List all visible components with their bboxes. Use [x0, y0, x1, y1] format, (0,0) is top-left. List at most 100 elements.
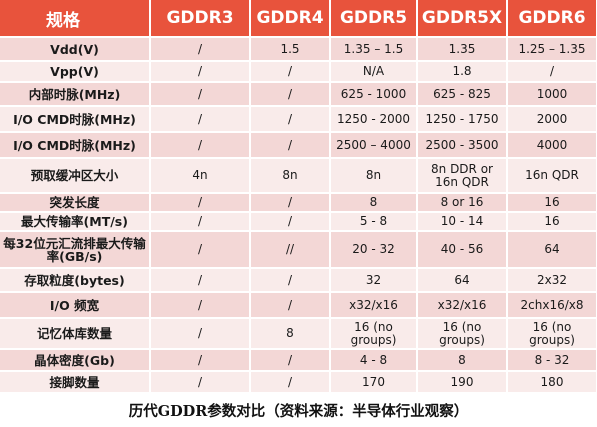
table-cell: /: [150, 36, 251, 61]
table-cell: 16n QDR: [507, 157, 597, 193]
table-row: 突发长度 / / 8 8 or 16 16: [0, 192, 597, 212]
table-cell: /: [150, 267, 251, 292]
table-cell: 64: [417, 267, 508, 292]
table-cell: /: [150, 317, 251, 349]
table-caption: 历代GDDR参数对比（资料来源：半导体行业观察）: [128, 403, 469, 420]
table-cell: x32/x16: [330, 291, 418, 318]
row-label: 记忆体库数量: [0, 317, 151, 349]
header-gddr5x: GDDR5X: [417, 0, 508, 37]
table-cell: 190: [417, 370, 508, 392]
header-gddr3: GDDR3: [150, 0, 251, 37]
row-label: I/O 频宽: [0, 291, 151, 318]
table-cell: 2500 - 3500: [417, 131, 508, 158]
table-cell: /: [150, 131, 251, 158]
table-cell: x32/x16: [417, 291, 508, 318]
table-cell: 8: [330, 192, 418, 212]
table-cell: 1.35 – 1.5: [330, 36, 418, 61]
row-label: I/O CMD时脉(MHz): [0, 105, 151, 132]
table-cell: /: [150, 81, 251, 106]
table-row: 内部时脉(MHz) / / 625 - 1000 625 - 825 1000: [0, 81, 597, 106]
table-cell: 2500 – 4000: [330, 131, 418, 158]
table-cell: 8: [250, 317, 331, 349]
table-cell: 16 (no groups): [507, 317, 597, 349]
gddr-spec-table: 规格 GDDR3 GDDR4 GDDR5 GDDR5X GDDR6 Vdd(V)…: [0, 0, 597, 392]
table-cell: 2chx16/x8: [507, 291, 597, 318]
row-label: 突发长度: [0, 192, 151, 212]
table-cell: 8: [417, 348, 508, 371]
header-spec: 规格: [0, 0, 151, 37]
table-cell: 10 - 14: [417, 211, 508, 231]
table-cell: /: [250, 211, 331, 231]
row-label: Vpp(V): [0, 60, 151, 82]
table-cell: 170: [330, 370, 418, 392]
table-cell: 1250 - 2000: [330, 105, 418, 132]
row-label: 内部时脉(MHz): [0, 81, 151, 106]
table-row: 记忆体库数量 / 8 16 (no groups) 16 (no groups)…: [0, 317, 597, 349]
table-cell: 1000: [507, 81, 597, 106]
row-label: 每32位元汇流排最大传输率(GB/s): [0, 230, 151, 268]
table-cell: 16 (no groups): [330, 317, 418, 349]
table-cell: 16: [507, 192, 597, 212]
table-cell: 16 (no groups): [417, 317, 508, 349]
table-row: 存取粒度(bytes) / / 32 64 2x32: [0, 267, 597, 292]
table-row: 最大传输率(MT/s) / / 5 - 8 10 - 14 16: [0, 211, 597, 231]
table-cell: /: [250, 370, 331, 392]
table-cell: 625 - 1000: [330, 81, 418, 106]
row-label: 存取粒度(bytes): [0, 267, 151, 292]
header-gddr4: GDDR4: [250, 0, 331, 37]
table-cell: 8n DDR or 16n QDR: [417, 157, 508, 193]
table-cell: 32: [330, 267, 418, 292]
table-cell: 5 - 8: [330, 211, 418, 231]
table-cell: /: [250, 131, 331, 158]
table-cell: /: [250, 60, 331, 82]
table-cell: 40 - 56: [417, 230, 508, 268]
table-row: I/O 频宽 / / x32/x16 x32/x16 2chx16/x8: [0, 291, 597, 318]
table-cell: 1250 - 1750: [417, 105, 508, 132]
row-label: Vdd(V): [0, 36, 151, 61]
row-label: 最大传输率(MT/s): [0, 211, 151, 231]
table-cell: /: [250, 81, 331, 106]
row-label: I/O CMD时脉(MHz): [0, 131, 151, 158]
table-row: Vdd(V) / 1.5 1.35 – 1.5 1.35 1.25 – 1.35: [0, 36, 597, 61]
table-cell: 4 - 8: [330, 348, 418, 371]
table-cell: /: [250, 291, 331, 318]
table-row: I/O CMD时脉(MHz) / / 2500 – 4000 2500 - 35…: [0, 131, 597, 158]
table-cell: /: [150, 60, 251, 82]
header-gddr5: GDDR5: [330, 0, 418, 37]
table-cell: 16: [507, 211, 597, 231]
table-cell: 20 - 32: [330, 230, 418, 268]
header-gddr6: GDDR6: [507, 0, 597, 37]
row-label: 接脚数量: [0, 370, 151, 392]
table-cell: /: [150, 105, 251, 132]
table-row: 接脚数量 / / 170 190 180: [0, 370, 597, 392]
table-row: 预取缓冲区大小 4n 8n 8n 8n DDR or 16n QDR 16n Q…: [0, 157, 597, 193]
row-label: 预取缓冲区大小: [0, 157, 151, 193]
table-cell: /: [250, 192, 331, 212]
table-cell: /: [250, 267, 331, 292]
table-cell: 64: [507, 230, 597, 268]
table-cell: 625 - 825: [417, 81, 508, 106]
table-cell: /: [150, 291, 251, 318]
table-cell: 2000: [507, 105, 597, 132]
table-cell: 8 or 16: [417, 192, 508, 212]
table-cell: /: [250, 105, 331, 132]
table-cell: 4000: [507, 131, 597, 158]
table-cell: /: [150, 348, 251, 371]
table-row: 晶体密度(Gb) / / 4 - 8 8 8 - 32: [0, 348, 597, 371]
table-row: 每32位元汇流排最大传输率(GB/s) / // 20 - 32 40 - 56…: [0, 230, 597, 268]
table-cell: 1.8: [417, 60, 508, 82]
table-cell: /: [250, 348, 331, 371]
table-cell: /: [150, 370, 251, 392]
table-cell: /: [150, 192, 251, 212]
table-cell: 8n: [330, 157, 418, 193]
table-cell: 4n: [150, 157, 251, 193]
table-cell: /: [150, 230, 251, 268]
table-cell: 1.5: [250, 36, 331, 61]
table-row: I/O CMD时脉(MHz) / / 1250 - 2000 1250 - 17…: [0, 105, 597, 132]
table-cell: 180: [507, 370, 597, 392]
table-cell: 2x32: [507, 267, 597, 292]
table-cell: 8n: [250, 157, 331, 193]
table-cell: /: [150, 211, 251, 231]
gddr-spec-table-container: 规格 GDDR3 GDDR4 GDDR5 GDDR5X GDDR6 Vdd(V)…: [0, 0, 597, 392]
table-cell: N/A: [330, 60, 418, 82]
